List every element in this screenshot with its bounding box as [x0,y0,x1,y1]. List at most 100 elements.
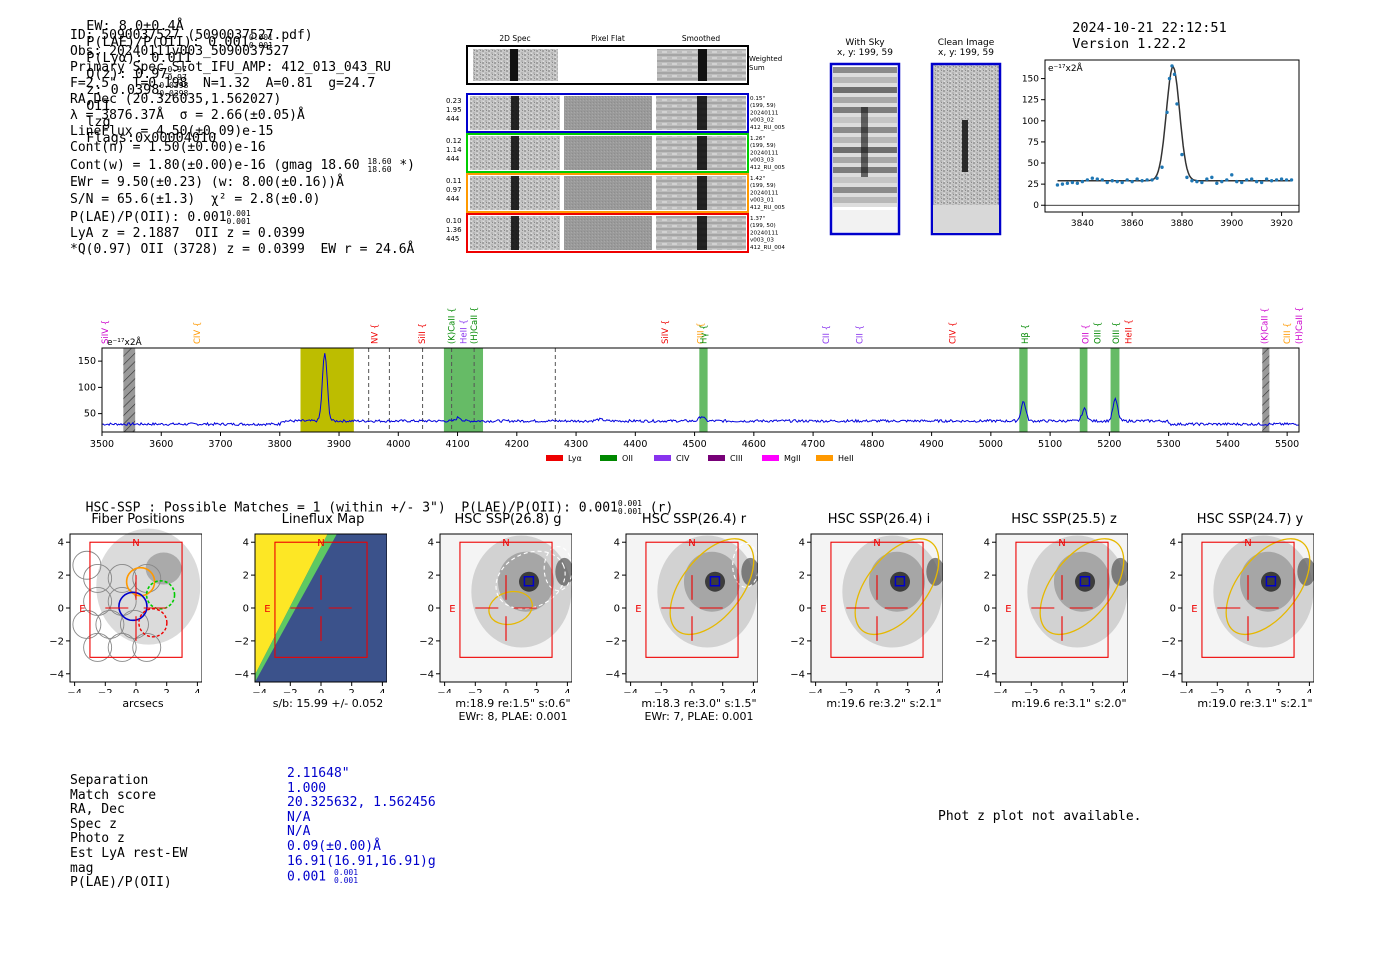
header-zline: OII [86,98,111,114]
fit-data-point [1110,179,1114,183]
strip-2dspec-line [511,216,519,250]
hsc-ytick-label: −4 [975,669,990,680]
hsc-ytick-label: −2 [1161,636,1176,647]
fit-data-point [1220,179,1224,184]
hsc-caption-line1: m:19.0 re:3.1" s:2.1" [1197,697,1313,710]
spectrum-unit: e⁻¹⁷x2Å [107,336,143,348]
fit-data-point [1180,152,1184,157]
fiber-position [132,633,162,662]
hsc-north-label: N [1058,538,1065,549]
cutout-title-2dspec: 2D Spec [499,34,530,43]
fiber-galaxy-core [145,552,182,585]
strip-smoothed-line [697,176,707,210]
hsc-north-label: N [502,538,509,549]
spectrum-legend-swatch [762,455,779,461]
hsc-ytick-label: 0 [243,604,249,615]
spectrum-band [1110,348,1120,432]
header-plya: P(Lyα): 0.011 [86,50,192,66]
header-line: EW: 8.0±0.4Å P(LAE)/P(OII): 0.0010.001 0.… [70,2,281,146]
strip-left-value: 1.14 [446,146,462,154]
with-sky-band [833,197,897,203]
strip-right-value: 20240111 [750,230,779,236]
spectrum-xtick-label: 5100 [1038,439,1062,450]
strip-right-value: 20240111 [750,110,779,116]
header-flags: Flags:0x00004010 [86,130,217,146]
hsc-xtick-label: 0 [318,688,324,693]
hsc-north-label: N [1244,538,1251,549]
hsc-xtick-label: 4 [379,688,385,693]
hsc-galaxy-core [1075,571,1096,592]
spectrum-frame [101,347,1300,433]
spectrum-xtick-label: 4600 [742,439,766,450]
strip-pixelflat [564,216,652,250]
hsc-aperture-ellipse [1039,538,1125,636]
hsc-panel-title: HSC SSP(26.4) r [641,512,747,527]
lineflux-high [255,534,328,675]
spectrum-band [443,348,484,432]
photz-message: Phot z plot not available. [938,809,1142,824]
strip-2dspec-line [511,96,519,130]
strip-right-value: (199, 59) [750,143,776,149]
with-sky-source [861,107,868,177]
fit-data-point [1185,175,1189,180]
spectrum-band [1019,348,1028,432]
hsc-ytick-label: −2 [790,636,805,647]
hsc-xtick-label: 2 [720,688,726,693]
strip-right-value: 20240111 [750,150,779,156]
spectrum-xtick-label: 3700 [208,439,232,450]
cutout-title-pixelflat: Pixel Flat [591,34,625,43]
spectrum-xtick-label: 4700 [801,439,825,450]
match-value: 1.000 [287,780,327,796]
spectrum-ticks: 3500 3600 3700 3800 3900 4000 4100 4200 4300 4400… [78,356,1299,450]
hsc-xtick-label: 2 [349,688,355,693]
hsc-panel-title: HSC SSP(24.7) y [1196,512,1304,527]
hsc-ytick-label: 2 [799,571,805,582]
hsc-summary-text: HSC-SSP : Possible Matches = 1 (within +… [85,500,618,516]
fiber-highlight-red [138,608,168,638]
hsc-panel-image: N E −4 −4 −2 −2 0 0 2 2 4 4 [975,533,1128,693]
hsc-ytick-label: −4 [49,669,64,680]
with-sky-gap [833,93,897,97]
fit-data-point [1160,165,1164,169]
info-ewr: EWr = 9.50(±0.23) (w: 8.00(±0.16))Å [70,175,344,190]
spectrum-line-label: CII { [855,325,865,344]
match-plae-sup: 0.001 [333,868,359,878]
strip-left-value: 1.36 [446,226,462,234]
hsc-xtick-label: 0 [874,688,880,693]
hsc-xtick-label: −4 [623,688,638,693]
fit-ytick-label: 125 [1022,96,1039,106]
fit-data-point [1095,177,1099,181]
header-right: 2024-10-21 22:12:51 Version 1.22.2 [1056,4,1235,52]
spectrum-line-labels: SiIV {CIV {NV {SiII {(K)CaII {HeII {(H)C… [101,307,1305,344]
hsc-east-label: E [79,604,85,615]
hsc-panel-caption: m:18.9 re:1.5" s:0.6" EWr: 8, PLAE: 0.001 [433,697,593,723]
spectrum-legend: Lyα OII CIV CIII MgII HeII [546,454,854,463]
strip-right-value: 20240111 [750,190,779,196]
fit-ytick-label: 150 [1022,75,1039,85]
weighted-label-2: Sum [749,64,765,72]
hsc-reticle-box [830,541,924,658]
hsc-xtick-label: −4 [1179,688,1194,693]
hsc-ytick-label: 0 [614,604,620,615]
strip-pixelflat [564,176,652,210]
hsc-aperture-ellipse [669,538,755,636]
fit-data-point [1264,177,1269,181]
fit-data-point [1210,175,1214,180]
header-version: Version 1.22.2 [1072,36,1187,52]
hsc-ytick-label: 4 [58,538,64,549]
hsc-galaxy-core [1261,571,1282,592]
match-value: N/A [287,809,311,825]
hsc-panel-image: N E −4 −4 −2 −2 0 0 2 2 4 4 [605,533,758,693]
spectrum-xtick-label: 4200 [505,439,529,450]
spectrum-xtick-label: 5400 [1216,439,1240,450]
hsc-panel-caption: m:19.6 re:3.1" s:2.0" [989,697,1149,710]
with-sky-xy: x, y: 199, 59 [837,48,893,58]
with-sky-title: With Sky x, y: 199, 59 [830,38,900,58]
spectrum-line-label: Hβ { [1021,324,1031,344]
spectrum-band [1079,348,1088,432]
header-qz-sup: 0.97 [167,65,187,74]
hsc-east-label: E [1191,604,1197,615]
header-z-sup: 0.0398 [159,81,189,90]
fit-data-point [1100,178,1104,182]
clean-image-blank [933,205,999,233]
